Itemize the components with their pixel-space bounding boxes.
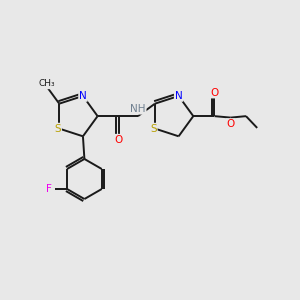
Text: F: F bbox=[46, 184, 52, 194]
Text: O: O bbox=[210, 88, 219, 98]
Text: CH₃: CH₃ bbox=[38, 80, 55, 88]
Text: NH: NH bbox=[130, 104, 146, 114]
Text: O: O bbox=[115, 135, 123, 145]
Text: S: S bbox=[55, 124, 61, 134]
Text: S: S bbox=[150, 124, 157, 134]
Text: N: N bbox=[79, 91, 87, 101]
Text: N: N bbox=[175, 91, 182, 101]
Text: O: O bbox=[226, 119, 235, 129]
